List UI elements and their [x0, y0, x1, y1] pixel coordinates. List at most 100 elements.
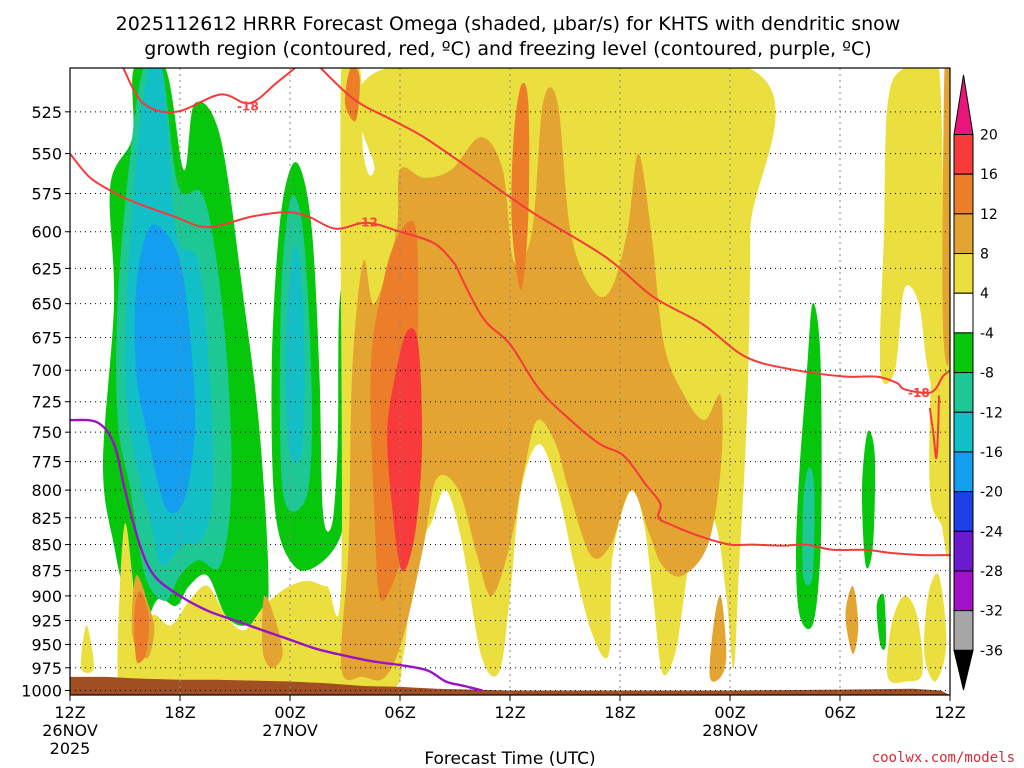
colorbar-label-12: -32 [980, 604, 1003, 620]
omega-shading [80, 68, 950, 694]
y-tick-label-575: 575 [31, 185, 62, 204]
x-tick-label-6: 00Z [714, 703, 745, 722]
gridlines [70, 68, 950, 695]
x-tick-label-5: 18Z [604, 703, 635, 722]
colorbar-label-0: 20 [980, 128, 998, 144]
colorbar-swatch-2 [953, 173, 974, 215]
omega-region-27 [923, 573, 947, 682]
y-tick-label-975: 975 [31, 659, 62, 678]
colorbar-swatch-5 [953, 292, 974, 334]
colorbar-label-4: 4 [980, 286, 989, 302]
dendritic-isotherm-0 [122, 68, 297, 114]
colorbar-label-1: 16 [980, 167, 998, 183]
x-tick-label-4: 12Z [494, 703, 525, 722]
y-tick-label-875: 875 [31, 562, 62, 581]
y-tick-label-775: 775 [31, 453, 62, 472]
omega-region-22 [387, 328, 423, 572]
y-tick-label-725: 725 [31, 393, 62, 412]
colorbar: 20 16 12 8 4 -4 -8 -12 -16 -20 -24 -28 -32 -36 [953, 74, 1003, 691]
colorbar-label-9: -20 [980, 485, 1003, 501]
colorbar-swatch-6 [953, 332, 974, 374]
y-tick-label-625: 625 [31, 259, 62, 278]
colorbar-label-3: 8 [980, 247, 989, 263]
y-tick-label-700: 700 [31, 361, 62, 380]
colorbar-swatch-0 [953, 74, 974, 136]
y-tick-label-800: 800 [31, 481, 62, 500]
x-tick-year-0: 2025 [50, 739, 91, 758]
colorbar-label-6: -8 [980, 366, 994, 382]
y-tick-label-750: 750 [31, 423, 62, 442]
x-tick-label-3: 06Z [384, 703, 415, 722]
omega-region-16 [709, 595, 727, 682]
contour-label-0: -18 [237, 100, 259, 114]
chart-title-line2: growth region (contoured, red, ºC) and f… [144, 38, 871, 60]
x-tick-date-2: 27NOV [262, 721, 318, 740]
colorbar-label-7: -12 [980, 405, 1003, 421]
colorbar-label-10: -24 [980, 524, 1003, 540]
y-tick-label-650: 650 [31, 295, 62, 314]
dendritic-isotherm-3 [454, 263, 950, 557]
y-tick-label-600: 600 [31, 223, 62, 242]
omega-region-10 [876, 593, 886, 650]
colorbar-swatch-10 [953, 491, 974, 532]
y-tick-label-825: 825 [31, 509, 62, 528]
colorbar-swatch-12 [953, 570, 974, 612]
dendritic-isotherm-1 [70, 152, 456, 265]
contour-label-2: -18 [908, 386, 930, 400]
colorbar-swatch-4 [953, 253, 974, 294]
y-tick-label-850: 850 [31, 536, 62, 555]
y-tick-label-550: 550 [31, 145, 62, 164]
y-tick-label-925: 925 [31, 612, 62, 631]
x-tick-label-8: 12Z [934, 703, 965, 722]
colorbar-swatch-7 [953, 372, 974, 413]
omega-region-20 [511, 82, 530, 290]
credit-text: coolwx.com/models [872, 750, 1015, 766]
colorbar-swatch-14 [953, 649, 974, 691]
freezing-level-line [70, 418, 483, 692]
omega-region-26 [886, 595, 923, 684]
colorbar-swatch-3 [953, 213, 974, 255]
colorbar-swatch-13 [953, 610, 974, 651]
omega-region-18 [134, 590, 150, 664]
omega-region-17 [845, 585, 859, 654]
x-tick-label-2: 00Z [274, 703, 305, 722]
x-tick-label-7: 06Z [824, 703, 855, 722]
omega-region-15 [340, 87, 723, 681]
omega-region-21 [344, 68, 360, 122]
omega-region-9 [861, 430, 876, 569]
y-tick-label-950: 950 [31, 635, 62, 654]
x-tick-label-0: 12Z [54, 703, 85, 722]
chart-title-line1: 2025112612 HRRR Forecast Omega (shaded, … [116, 13, 901, 35]
colorbar-swatch-9 [953, 451, 974, 493]
contour-label-1: -12 [356, 216, 378, 230]
colorbar-swatch-11 [953, 530, 974, 572]
colorbar-label-11: -28 [980, 564, 1003, 580]
dendritic-isotherm-4 [928, 395, 940, 460]
colorbar-label-2: 12 [980, 207, 998, 223]
omega-region-23 [879, 68, 943, 415]
y-tick-label-525: 525 [31, 103, 62, 122]
omega-region-25 [942, 68, 950, 367]
y-tick-label-1000: 1000 [21, 682, 62, 701]
colorbar-swatch-8 [953, 411, 974, 453]
contours: -18 -12 -18 [70, 68, 950, 692]
y-tick-label-900: 900 [31, 587, 62, 606]
x-tick-date-6: 28NOV [702, 721, 758, 740]
x-tick-date-0: 26NOV [42, 721, 98, 740]
colorbar-label-8: -16 [980, 445, 1003, 461]
colorbar-swatch-1 [953, 134, 974, 175]
y-axis: 525 550 575 600 625 650 675 700 725 750 775 800 825 8… [21, 103, 70, 701]
omega-region-8 [802, 467, 815, 586]
dendritic-isotherm-2 [319, 68, 950, 395]
omega-region-14 [261, 595, 283, 668]
x-axis-label: Forecast Time (UTC) [424, 749, 595, 768]
x-tick-label-1: 18Z [164, 703, 195, 722]
colorbar-label-5: -4 [980, 326, 994, 342]
colorbar-label-13: -36 [980, 643, 1003, 659]
omega-region-6 [285, 244, 305, 463]
omega-region-11 [80, 625, 94, 674]
plot-area: -18 -12 -18 [70, 68, 950, 695]
y-tick-label-675: 675 [31, 329, 62, 348]
